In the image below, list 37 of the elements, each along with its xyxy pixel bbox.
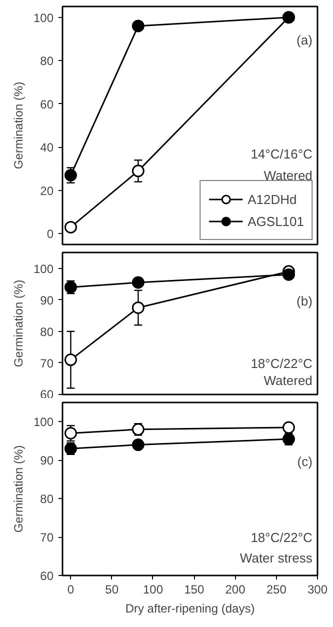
y-axis-title: Germination (%) xyxy=(11,445,26,533)
legend-label: AGSL101 xyxy=(248,214,304,228)
y-axis-title: Germination (%) xyxy=(11,280,26,368)
annotation: 18°C/22°C xyxy=(250,356,312,371)
y-tick-label: 60 xyxy=(40,569,54,583)
x-tick-label: 50 xyxy=(105,582,119,596)
y-tick-label: 70 xyxy=(40,356,54,370)
annotation: 14°C/16°C xyxy=(250,146,312,162)
x-tick-label: 150 xyxy=(184,582,204,596)
y-tick-label: 80 xyxy=(40,54,54,68)
y-tick-label: 100 xyxy=(33,415,54,430)
annotation: Water stress xyxy=(240,550,313,566)
annotation: (c) xyxy=(297,454,312,469)
x-tick-label: 200 xyxy=(225,582,246,596)
x-tick-label: 100 xyxy=(142,582,164,596)
annotation: Watered xyxy=(264,372,312,388)
x-tick-label: 300 xyxy=(307,582,328,596)
y-tick-label: 20 xyxy=(40,184,54,198)
annotation: Watered xyxy=(264,168,312,183)
x-axis-title: Dry after-ripening (days) xyxy=(125,602,255,616)
x-tick-label: 250 xyxy=(266,582,287,596)
y-tick-label: 60 xyxy=(40,97,54,112)
annotation: (a) xyxy=(296,32,312,48)
y-tick-label: 100 xyxy=(33,10,54,25)
y-tick-label: 80 xyxy=(40,492,54,506)
y-tick-label: 100 xyxy=(33,262,54,276)
x-tick-label: 0 xyxy=(67,582,74,596)
y-tick-label: 90 xyxy=(40,454,54,468)
y-tick-label: 0 xyxy=(46,227,54,242)
y-tick-label: 70 xyxy=(40,530,54,545)
y-axis-title: Germination (%) xyxy=(11,82,26,170)
annotation: 18°C/22°C xyxy=(250,530,312,545)
legend-label: A12DHd xyxy=(248,192,297,206)
y-tick-label: 90 xyxy=(40,293,54,308)
y-tick-label: 40 xyxy=(40,140,54,155)
annotation: (b) xyxy=(296,293,312,308)
y-tick-label: 80 xyxy=(40,324,54,339)
